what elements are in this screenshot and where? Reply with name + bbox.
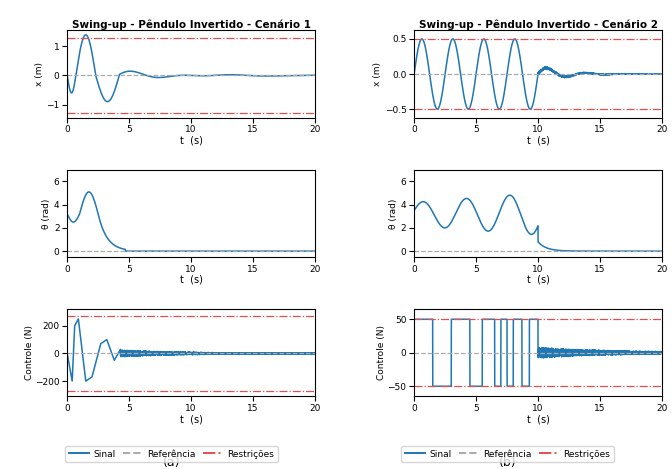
Y-axis label: θ (rad): θ (rad)	[42, 198, 51, 228]
X-axis label: t  (s): t (s)	[179, 136, 202, 145]
X-axis label: t  (s): t (s)	[179, 414, 202, 424]
Text: (a): (a)	[163, 456, 180, 469]
Title: Swing-up - Pêndulo Invertido - Cenário 2: Swing-up - Pêndulo Invertido - Cenário 2	[419, 19, 657, 30]
X-axis label: t  (s): t (s)	[527, 414, 550, 424]
X-axis label: t  (s): t (s)	[179, 275, 202, 285]
Y-axis label: Controle (N): Controle (N)	[25, 325, 34, 380]
Y-axis label: θ (rad): θ (rad)	[389, 198, 398, 228]
Title: Swing-up - Pêndulo Invertido - Cenário 1: Swing-up - Pêndulo Invertido - Cenário 1	[72, 19, 310, 30]
Y-axis label: Controle (N): Controle (N)	[377, 325, 386, 380]
X-axis label: t  (s): t (s)	[527, 136, 550, 145]
Legend: Sinal, Referência, Restrições: Sinal, Referência, Restrições	[65, 446, 278, 462]
Y-axis label: x (m): x (m)	[34, 62, 44, 86]
X-axis label: t  (s): t (s)	[527, 275, 550, 285]
Legend: Sinal, Referência, Restrições: Sinal, Referência, Restrições	[401, 446, 614, 462]
Y-axis label: x (m): x (m)	[373, 62, 382, 86]
Text: (b): (b)	[499, 456, 516, 469]
